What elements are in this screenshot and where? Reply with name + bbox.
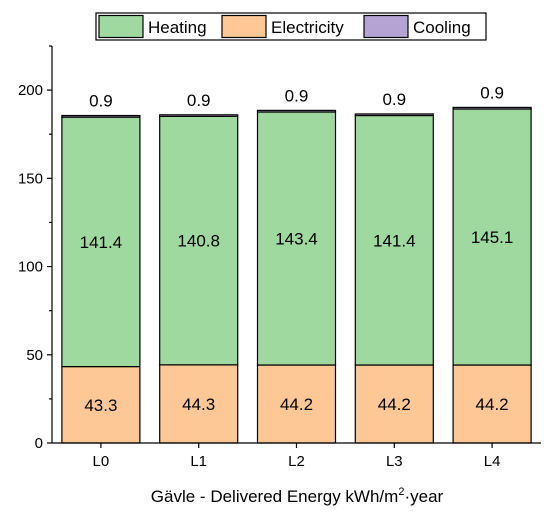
y-tick-label-200: 200	[18, 82, 43, 99]
data-label-l4-heating: 145.1	[471, 228, 514, 247]
x-tick-label-l1: L1	[190, 453, 207, 470]
data-label-l0-cooling: 0.9	[89, 92, 113, 111]
data-label-l2-heating: 143.4	[275, 230, 318, 249]
bar-l3-cooling	[354, 113, 434, 117]
bar-l3-heating	[354, 114, 434, 366]
x-axis-title-suffix: ·year	[404, 487, 443, 506]
y-axis: 0 50 100 150 200	[18, 45, 53, 452]
y-tick-label-50: 50	[26, 347, 43, 364]
data-label-l1-heating: 140.8	[177, 232, 220, 251]
x-axis-title-superscript: 2	[398, 486, 404, 498]
legend-label-heating: Heating	[148, 18, 207, 37]
data-label-l3-electricity: 44.2	[378, 395, 411, 414]
data-label-l2-cooling: 0.9	[285, 86, 309, 105]
x-axis-title-main: Gävle - Delivered Energy kWh/m	[151, 487, 399, 506]
data-label-l1-cooling: 0.9	[187, 91, 211, 110]
x-tick-label-l0: L0	[93, 453, 110, 470]
bar-l2-heating	[256, 111, 337, 366]
bar-l3-electricity	[354, 364, 434, 444]
y-tick-label-0: 0	[35, 435, 43, 452]
data-label-l2-electricity: 44.2	[280, 395, 313, 414]
x-tick-label-l3: L3	[386, 453, 403, 470]
legend-label-electricity: Electricity	[271, 18, 344, 37]
legend: Heating Electricity Cooling	[95, 12, 487, 41]
legend-swatch-cooling	[363, 14, 409, 39]
x-tick-label-l4: L4	[484, 453, 501, 470]
y-tick-label-150: 150	[18, 170, 43, 187]
bar-l2-electricity	[256, 364, 337, 444]
bar-l0-electricity	[61, 365, 141, 444]
bar-l1-heating	[159, 115, 239, 366]
bar-l1-cooling	[159, 114, 239, 118]
legend-box	[95, 12, 487, 41]
x-tick-label-l2: L2	[288, 453, 305, 470]
data-label-l4-electricity: 44.2	[476, 395, 509, 414]
bar-l1-electricity	[159, 364, 239, 444]
bar-l4-cooling	[452, 106, 532, 110]
data-label-l1-electricity: 44.3	[182, 395, 215, 414]
legend-swatch-heating	[98, 14, 144, 39]
x-axis: L0 L1 L2 L3 L4	[52, 442, 541, 470]
x-axis-title: Gävle - Delivered Energy kWh/m2·year	[151, 486, 444, 506]
bars: 43.3 141.4 0.9 44.3 140.8 0.9 44.2 143.4 0.9 44.2…	[61, 83, 532, 444]
bar-l4-electricity	[452, 364, 532, 444]
data-label-l4-cooling: 0.9	[480, 83, 504, 102]
data-label-l3-heating: 141.4	[373, 231, 416, 250]
data-label-l0-heating: 141.4	[80, 233, 123, 252]
y-tick-label-100: 100	[18, 259, 43, 276]
data-label-l0-electricity: 43.3	[84, 396, 117, 415]
legend-label-cooling: Cooling	[413, 18, 471, 37]
bar-l4-heating	[452, 108, 532, 366]
bar-l0-cooling	[61, 114, 141, 118]
bar-l2-cooling	[256, 109, 337, 113]
legend-swatch-electricity	[221, 14, 267, 39]
data-label-l3-cooling: 0.9	[382, 90, 406, 109]
